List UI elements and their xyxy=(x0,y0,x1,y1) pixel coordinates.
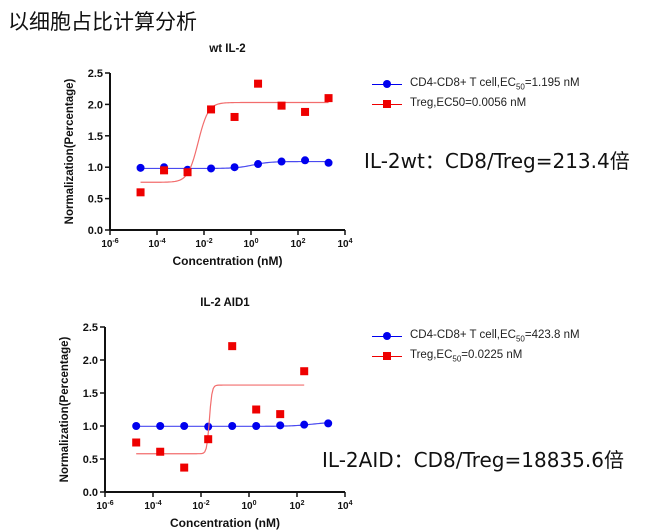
x-tick-label: 10-4 xyxy=(144,500,161,512)
circle-marker-icon xyxy=(372,78,402,90)
x-tick-label: 102 xyxy=(289,500,304,512)
y-tick-label: 0.0 xyxy=(88,225,103,237)
y-tick-label: 0.5 xyxy=(88,194,103,206)
y-tick-label: 1.0 xyxy=(88,162,103,174)
y-tick-label: 0.0 xyxy=(83,487,98,499)
treg-data-point xyxy=(301,107,310,116)
cd8-data-point xyxy=(276,421,285,430)
cd8-data-point xyxy=(324,419,333,428)
square-marker-icon xyxy=(372,350,402,362)
ratio-annotation-aid: IL-2AID：CD8/Treg=18835.6倍 xyxy=(322,448,624,472)
treg-fit-curve xyxy=(140,101,329,183)
legend-label: CD4-CD8+ T cell,EC50=1.195 nM xyxy=(410,76,580,92)
legend-label: CD4-CD8+ T cell,EC50=423.8 nM xyxy=(410,328,580,344)
treg-fit-curve xyxy=(136,384,305,455)
x-tick-label: 100 xyxy=(241,500,256,512)
treg-data-point xyxy=(183,168,192,177)
treg-data-point xyxy=(228,342,237,351)
treg-data-point xyxy=(230,112,239,121)
cd8-data-point xyxy=(230,163,239,172)
treg-data-point xyxy=(204,435,213,444)
page-title: 以细胞占比计算分析 xyxy=(8,10,197,34)
cd8-data-point xyxy=(254,160,263,169)
treg-data-point xyxy=(300,367,309,376)
cd8-data-point xyxy=(252,422,261,430)
treg-data-point xyxy=(277,101,286,110)
treg-data-point xyxy=(136,188,145,197)
legend-label: Treg,EC50=0.0056 nM xyxy=(410,96,527,109)
ratio-annotation-wt: IL-2wt：CD8/Treg=213.4倍 xyxy=(364,149,630,173)
x-tick-label: 10-6 xyxy=(101,238,118,250)
chart-1: wt IL-2 0.0 0.5 1.0 1.5 2.0 2.5 10-6 10-4 10-2 100… xyxy=(64,43,353,268)
legend-chart-1: CD4-CD8+ T cell,EC50=1.195 nM Treg,EC50=… xyxy=(372,74,580,114)
cd8-data-point xyxy=(136,163,145,172)
y-tick-label: 2.5 xyxy=(83,322,98,334)
x-axis-label: Concentration (nM) xyxy=(170,516,280,530)
treg-data-point xyxy=(160,166,169,175)
cd8-data-point xyxy=(156,422,165,430)
cd8-data-point xyxy=(204,422,213,431)
circle-marker-icon xyxy=(372,330,402,342)
square-marker-icon xyxy=(372,98,402,110)
chart-2: IL-2 AID1 0.0 0.5 1.0 1.5 2.0 2.5 10-6 10-4 10-2 1… xyxy=(59,297,353,530)
x-tick-label: 10-4 xyxy=(148,238,165,250)
x-tick-label: 102 xyxy=(290,238,305,250)
y-axis-label: Normalization(Percentage) xyxy=(59,336,71,482)
treg-data-point xyxy=(324,94,333,103)
treg-data-point xyxy=(276,410,285,419)
cd8-data-point xyxy=(180,422,189,430)
treg-data-point xyxy=(207,105,216,114)
treg-data-point xyxy=(180,463,189,472)
y-tick-label: 2.5 xyxy=(88,68,103,80)
y-tick-label: 1.0 xyxy=(83,421,98,433)
treg-data-point xyxy=(254,79,263,88)
cd8-data-point xyxy=(301,156,310,165)
x-tick-label: 10-2 xyxy=(195,238,212,250)
cd8-data-point xyxy=(300,420,309,429)
cd8-data-point xyxy=(277,157,286,166)
legend-item-cd8: CD4-CD8+ T cell,EC50=423.8 nM xyxy=(372,326,580,346)
x-tick-label: 100 xyxy=(243,238,258,250)
y-tick-label: 0.5 xyxy=(83,454,98,466)
legend-chart-2: CD4-CD8+ T cell,EC50=423.8 nM Treg,EC50=… xyxy=(372,326,580,366)
x-tick-label: 10-2 xyxy=(192,500,209,512)
cd8-data-point xyxy=(132,422,141,430)
y-tick-label: 1.5 xyxy=(83,388,98,400)
x-tick-label: 104 xyxy=(337,238,352,250)
treg-data-point xyxy=(156,447,165,456)
x-axis-label: Concentration (nM) xyxy=(173,254,283,268)
x-tick-label: 104 xyxy=(337,500,352,512)
chart-title: IL-2 AID1 xyxy=(200,297,250,309)
y-tick-label: 1.5 xyxy=(88,131,103,143)
y-tick-label: 2.0 xyxy=(88,99,103,111)
treg-data-point xyxy=(252,405,261,414)
legend-item-treg: Treg,EC50=0.0056 nM xyxy=(372,94,580,114)
cd8-data-point xyxy=(207,164,216,173)
chart-title: wt IL-2 xyxy=(208,43,245,55)
cd8-data-point xyxy=(324,158,333,167)
y-axis-label: Normalization(Percentage) xyxy=(64,78,76,224)
treg-data-point xyxy=(132,438,141,447)
y-tick-label: 2.0 xyxy=(83,355,98,367)
cd8-data-point xyxy=(228,422,237,430)
legend-item-treg: Treg,EC50=0.0225 nM xyxy=(372,346,580,366)
legend-label: Treg,EC50=0.0225 nM xyxy=(410,348,523,364)
x-tick-label: 10-6 xyxy=(96,500,113,512)
legend-item-cd8: CD4-CD8+ T cell,EC50=1.195 nM xyxy=(372,74,580,94)
